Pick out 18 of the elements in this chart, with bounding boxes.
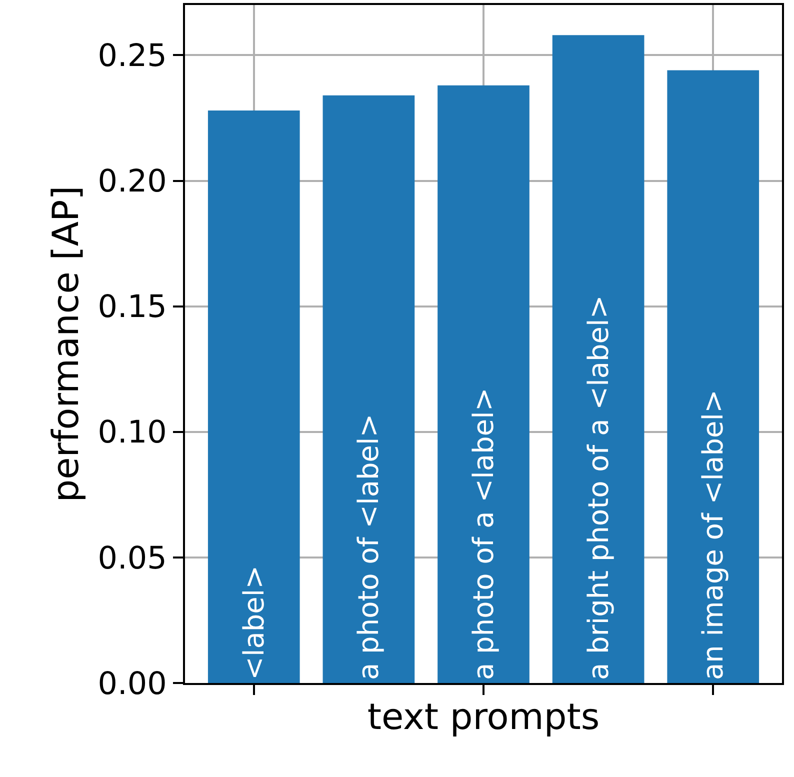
bar (438, 85, 530, 683)
x-tick-label: a bright photo of a <label> (582, 295, 615, 680)
bar (322, 95, 415, 683)
bar (552, 35, 644, 683)
bar (208, 110, 300, 683)
y-tick-label: 0.20 (98, 164, 167, 200)
y-axis-title: performance [AP] (46, 186, 88, 502)
x-tick-label: a photo of a <label> (467, 388, 500, 680)
y-tick-label: 0.15 (98, 289, 167, 326)
x-tick-label: a photo of <label> (352, 414, 386, 680)
y-tick-label: 0.00 (98, 666, 167, 702)
x-tick-label: an image of <label> (696, 390, 730, 680)
x-axis-title: text prompts (367, 697, 600, 738)
y-tick-label: 0.10 (98, 414, 167, 451)
x-tick-label: <label> (237, 565, 270, 680)
bar (667, 70, 760, 683)
y-tick-label: 0.05 (98, 540, 167, 576)
y-tick-label: 0.25 (98, 38, 167, 74)
